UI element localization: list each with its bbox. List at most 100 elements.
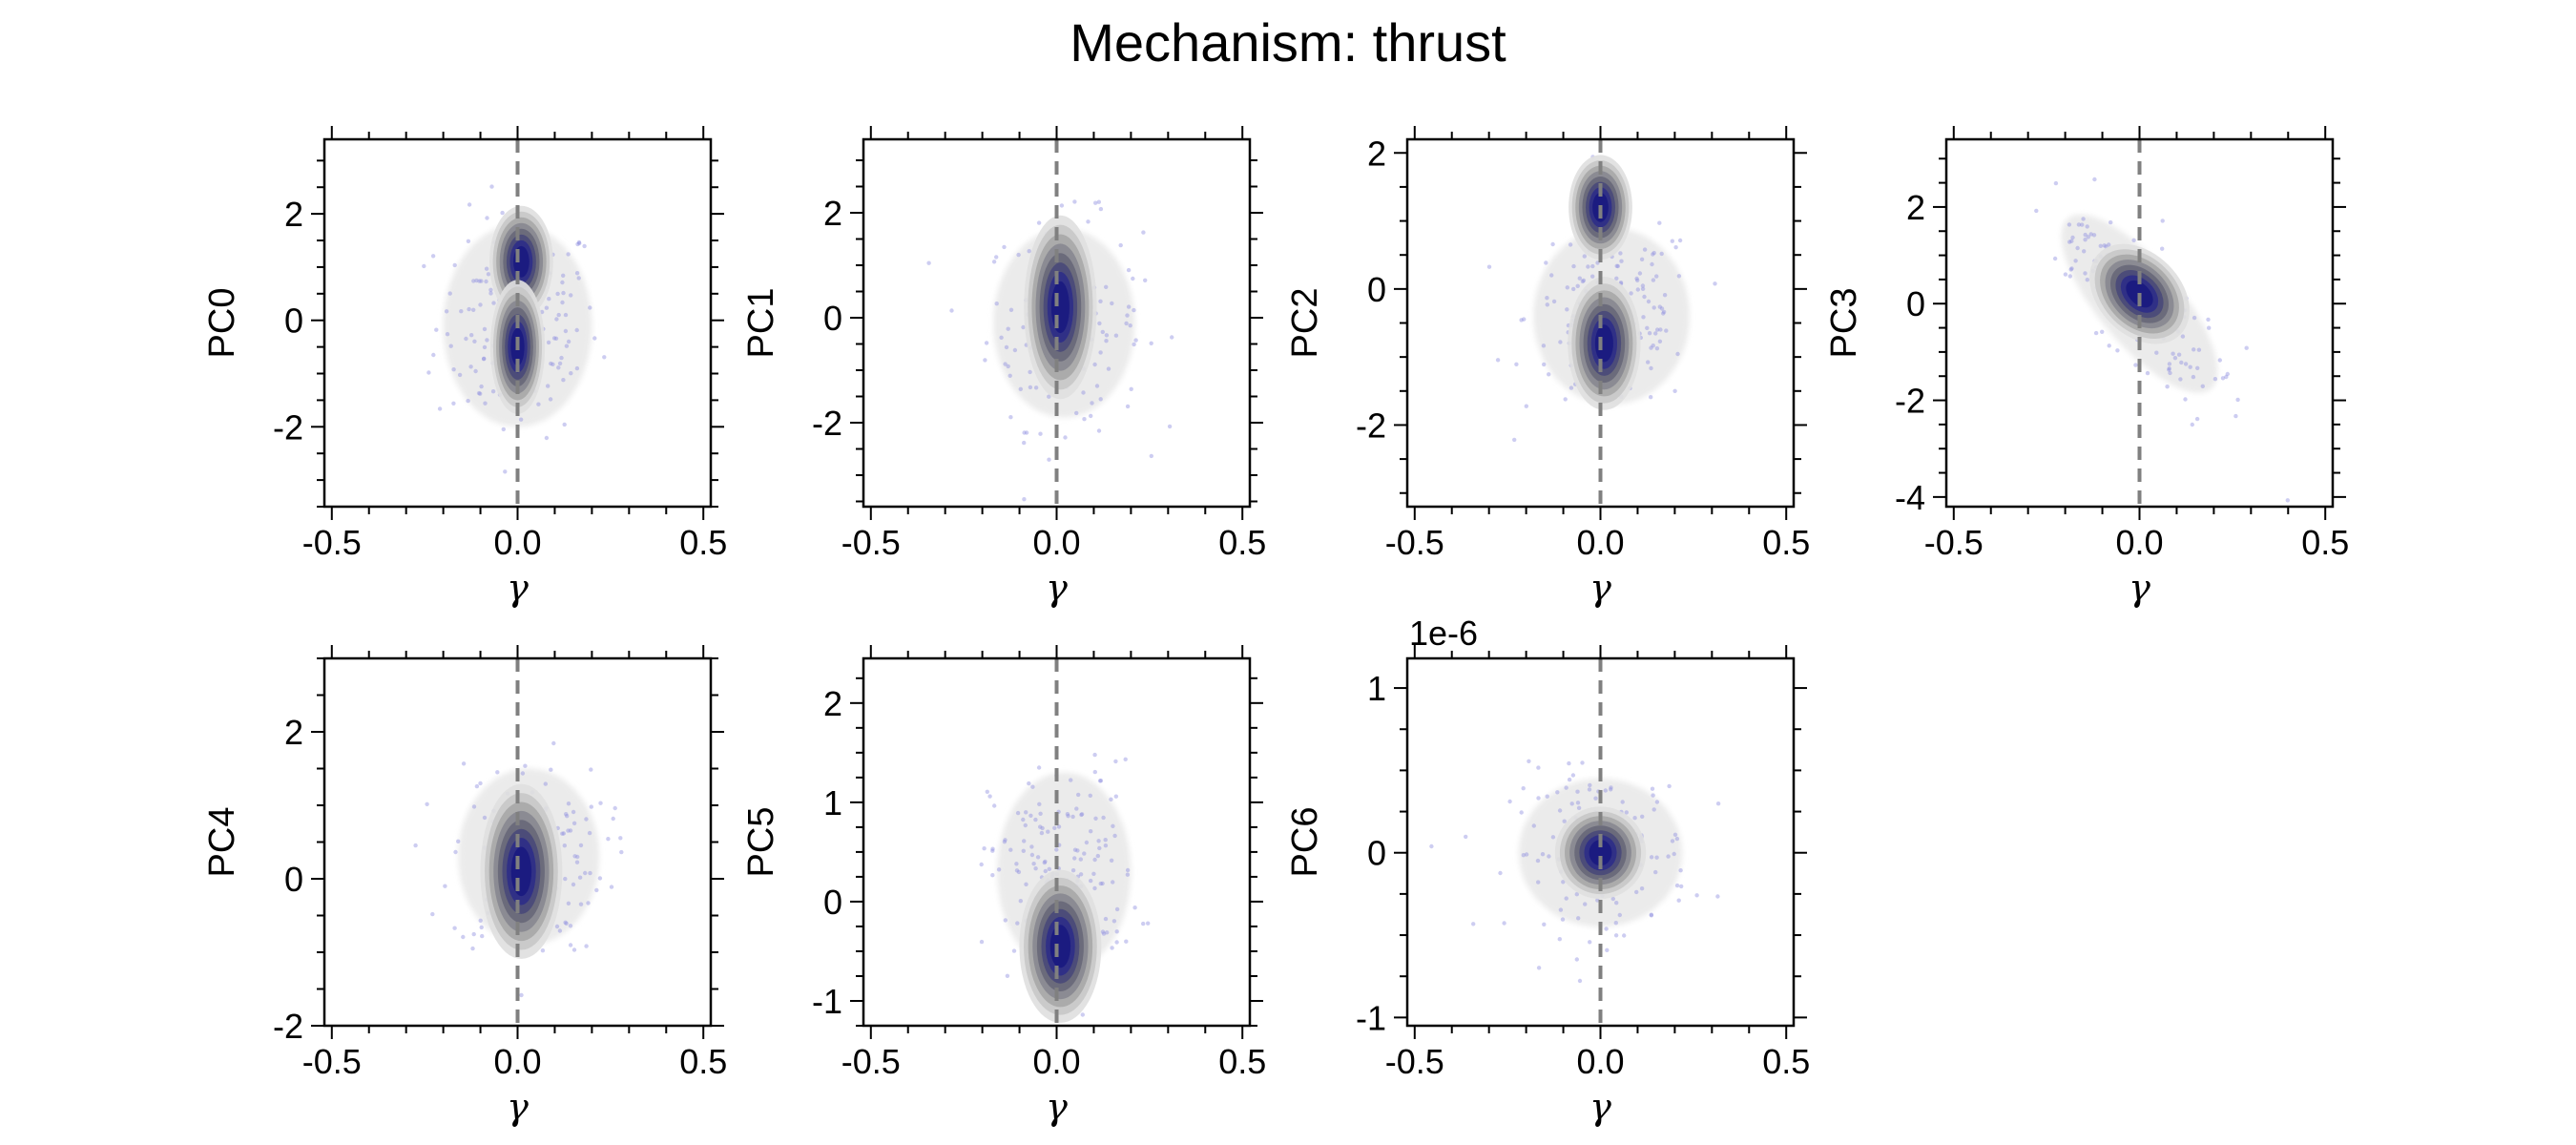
- data-point: [1027, 781, 1031, 786]
- y-tick-label: 2: [1906, 188, 1925, 227]
- data-point: [1114, 940, 1119, 945]
- data-point: [588, 305, 592, 310]
- data-point: [1653, 331, 1658, 336]
- data-point: [546, 384, 551, 388]
- data-point: [1103, 916, 1109, 922]
- data-point: [1567, 777, 1572, 782]
- data-point: [1084, 840, 1090, 845]
- data-point: [561, 273, 566, 278]
- data-point: [485, 216, 489, 220]
- data-point: [1672, 388, 1677, 393]
- y-tick-label: -2: [812, 404, 842, 443]
- data-point: [486, 272, 491, 277]
- data-point: [1569, 802, 1574, 806]
- data-point: [1557, 937, 1563, 942]
- data-point: [544, 305, 550, 310]
- data-point: [571, 947, 577, 952]
- data-point: [1550, 241, 1555, 247]
- data-point: [1082, 417, 1087, 422]
- data-point: [1645, 325, 1650, 330]
- data-point: [1560, 917, 1566, 922]
- data-point: [1014, 862, 1019, 866]
- data-point: [2034, 208, 2039, 214]
- x-tick-label: 0.0: [1576, 1042, 1624, 1081]
- x-tick-label: 0.0: [493, 1042, 541, 1081]
- data-point: [1550, 835, 1556, 840]
- data-point: [576, 276, 581, 281]
- data-point: [1072, 856, 1077, 861]
- data-point: [583, 870, 588, 876]
- data-point: [1568, 242, 1573, 247]
- data-point: [1170, 335, 1174, 340]
- data-point: [1615, 263, 1621, 269]
- data-point: [2195, 365, 2200, 370]
- data-point: [1545, 794, 1549, 799]
- data-point: [1561, 880, 1566, 885]
- data-point: [536, 402, 541, 406]
- x-axis-label: γ: [1046, 567, 1068, 609]
- x-tick-label: 0.0: [1576, 523, 1624, 562]
- data-point: [1541, 344, 1547, 348]
- data-point: [483, 401, 488, 406]
- data-point: [1575, 789, 1580, 794]
- data-point: [1672, 851, 1676, 857]
- data-point: [1124, 939, 1129, 944]
- data-point: [2093, 330, 2099, 336]
- data-point: [1093, 816, 1098, 821]
- data-point: [1090, 401, 1094, 406]
- data-point: [2091, 233, 2097, 238]
- data-point: [569, 293, 573, 298]
- data-point: [565, 814, 570, 819]
- data-point: [1110, 946, 1114, 950]
- data-point: [1567, 760, 1571, 766]
- data-point: [1015, 921, 1020, 926]
- data-point: [613, 805, 617, 811]
- data-point: [551, 740, 556, 746]
- data-point: [1574, 957, 1580, 962]
- subplot-pc3: -0.5 0.0 0.5 -4 -2 0 2 γ PC3: [1824, 126, 2349, 609]
- data-point: [1063, 435, 1068, 440]
- data-point: [2167, 366, 2171, 371]
- data-point: [461, 934, 466, 940]
- data-point: [2080, 222, 2085, 227]
- data-point: [566, 802, 571, 806]
- data-point: [485, 338, 489, 343]
- data-point: [983, 358, 987, 363]
- data-point: [587, 830, 592, 836]
- plot-area: [926, 199, 1174, 502]
- y-tick-label: 1: [1367, 669, 1386, 708]
- y-tick-label: 2: [823, 684, 842, 723]
- data-point: [1078, 857, 1084, 862]
- data-point: [1547, 372, 1551, 377]
- data-point: [563, 312, 569, 318]
- data-point: [553, 336, 559, 341]
- data-point: [1109, 797, 1113, 802]
- data-point: [1125, 872, 1131, 877]
- data-point: [467, 202, 472, 207]
- data-point: [2067, 239, 2072, 244]
- data-point: [1647, 331, 1652, 336]
- data-point: [2067, 222, 2072, 227]
- data-point: [1565, 285, 1570, 290]
- data-point: [1002, 244, 1007, 250]
- data-point: [1018, 386, 1024, 391]
- data-point: [1039, 830, 1045, 836]
- data-point: [1091, 871, 1096, 876]
- data-point: [2082, 249, 2087, 254]
- data-point: [413, 843, 418, 848]
- data-point: [2076, 222, 2082, 227]
- data-point: [461, 761, 467, 766]
- data-point: [452, 262, 457, 268]
- data-point: [2225, 371, 2230, 377]
- data-point: [434, 327, 439, 332]
- data-point: [994, 302, 999, 306]
- data-point: [1583, 902, 1588, 906]
- data-point: [1098, 206, 1104, 212]
- data-point: [984, 341, 989, 345]
- data-point: [1149, 341, 1153, 345]
- data-point: [1065, 812, 1070, 817]
- density-contour-level-7: [1594, 324, 1613, 363]
- data-point: [1114, 929, 1119, 934]
- data-point: [588, 870, 592, 876]
- x-tick-label: -0.5: [1385, 1042, 1444, 1081]
